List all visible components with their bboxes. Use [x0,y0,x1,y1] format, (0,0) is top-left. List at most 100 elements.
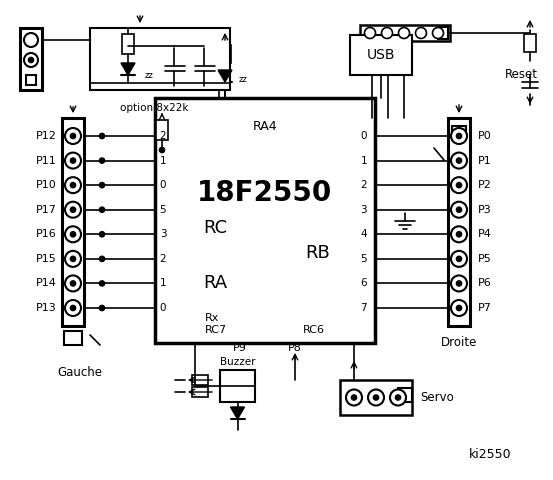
Circle shape [451,226,467,242]
Polygon shape [231,407,244,419]
Circle shape [373,395,378,400]
Text: zz: zz [239,75,248,84]
Circle shape [456,305,462,311]
Text: Gauche: Gauche [57,365,102,379]
Text: 0: 0 [160,303,166,313]
Bar [360,25,450,41]
Text: RA: RA [203,274,227,292]
Circle shape [451,300,467,316]
Circle shape [100,232,105,237]
Circle shape [100,281,105,286]
Circle shape [364,27,375,38]
Text: 6: 6 [361,278,367,288]
Bar [90,28,230,90]
Text: P8: P8 [288,343,302,353]
Text: P16: P16 [36,229,57,240]
Text: 7: 7 [361,303,367,313]
Circle shape [415,27,426,38]
Text: zz: zz [145,72,154,81]
Circle shape [451,276,467,291]
Text: 5: 5 [361,254,367,264]
Circle shape [456,183,462,188]
Circle shape [70,281,76,286]
Polygon shape [218,70,232,82]
Circle shape [451,251,467,267]
Text: P10: P10 [36,180,57,190]
Circle shape [70,207,76,212]
Text: P15: P15 [36,254,57,264]
Circle shape [65,153,81,168]
Text: ki2550: ki2550 [469,448,512,461]
Circle shape [65,202,81,218]
Text: 1: 1 [361,156,367,166]
Circle shape [456,256,462,261]
Text: Reset: Reset [505,69,538,82]
Bar [350,35,412,75]
Circle shape [346,389,362,406]
Bar [524,34,536,52]
Text: 18F2550: 18F2550 [197,179,332,207]
Text: Buzzer: Buzzer [220,357,255,367]
Text: P1: P1 [478,156,492,166]
Circle shape [456,281,462,286]
Text: P17: P17 [36,204,57,215]
Text: P9: P9 [233,343,247,353]
Circle shape [390,389,406,406]
Circle shape [451,153,467,168]
Circle shape [24,33,38,47]
Text: 3: 3 [160,229,166,240]
Text: 0: 0 [361,131,367,141]
Circle shape [100,183,105,188]
Circle shape [100,305,105,311]
Circle shape [100,158,105,163]
Text: P13: P13 [36,303,57,313]
Text: P3: P3 [478,204,492,215]
Bar [219,45,231,63]
Circle shape [451,202,467,218]
Circle shape [456,232,462,237]
Circle shape [368,389,384,406]
Circle shape [399,27,410,38]
Text: P5: P5 [478,254,492,264]
Circle shape [395,395,400,400]
Text: P6: P6 [478,278,492,288]
Bar [452,126,466,138]
Bar [192,375,208,385]
Text: P7: P7 [478,303,492,313]
Circle shape [456,158,462,163]
Circle shape [451,128,467,144]
Circle shape [70,133,76,139]
Text: RB: RB [305,244,330,262]
Circle shape [65,251,81,267]
Text: 0: 0 [160,180,166,190]
Circle shape [65,276,81,291]
Circle shape [159,147,164,153]
Bar [192,387,208,397]
Circle shape [65,226,81,242]
Circle shape [451,177,467,193]
Text: USB: USB [367,48,395,62]
Text: RA4: RA4 [253,120,277,132]
Circle shape [70,183,76,188]
Text: Droite: Droite [441,336,477,348]
Circle shape [70,158,76,163]
Circle shape [100,256,105,261]
Circle shape [100,133,105,139]
Text: 3: 3 [361,204,367,215]
Circle shape [100,207,105,212]
Text: P14: P14 [36,278,57,288]
Circle shape [70,305,76,311]
Bar [64,331,82,345]
Text: RC6: RC6 [303,325,325,335]
Text: Rx: Rx [205,313,220,323]
Text: 2: 2 [361,180,367,190]
Text: RC: RC [203,219,227,237]
Circle shape [352,395,357,400]
Circle shape [29,58,34,62]
Text: 5: 5 [160,204,166,215]
Circle shape [456,207,462,212]
Circle shape [24,53,38,67]
Bar [156,120,168,140]
Text: 1: 1 [160,156,166,166]
Bar [155,98,375,343]
